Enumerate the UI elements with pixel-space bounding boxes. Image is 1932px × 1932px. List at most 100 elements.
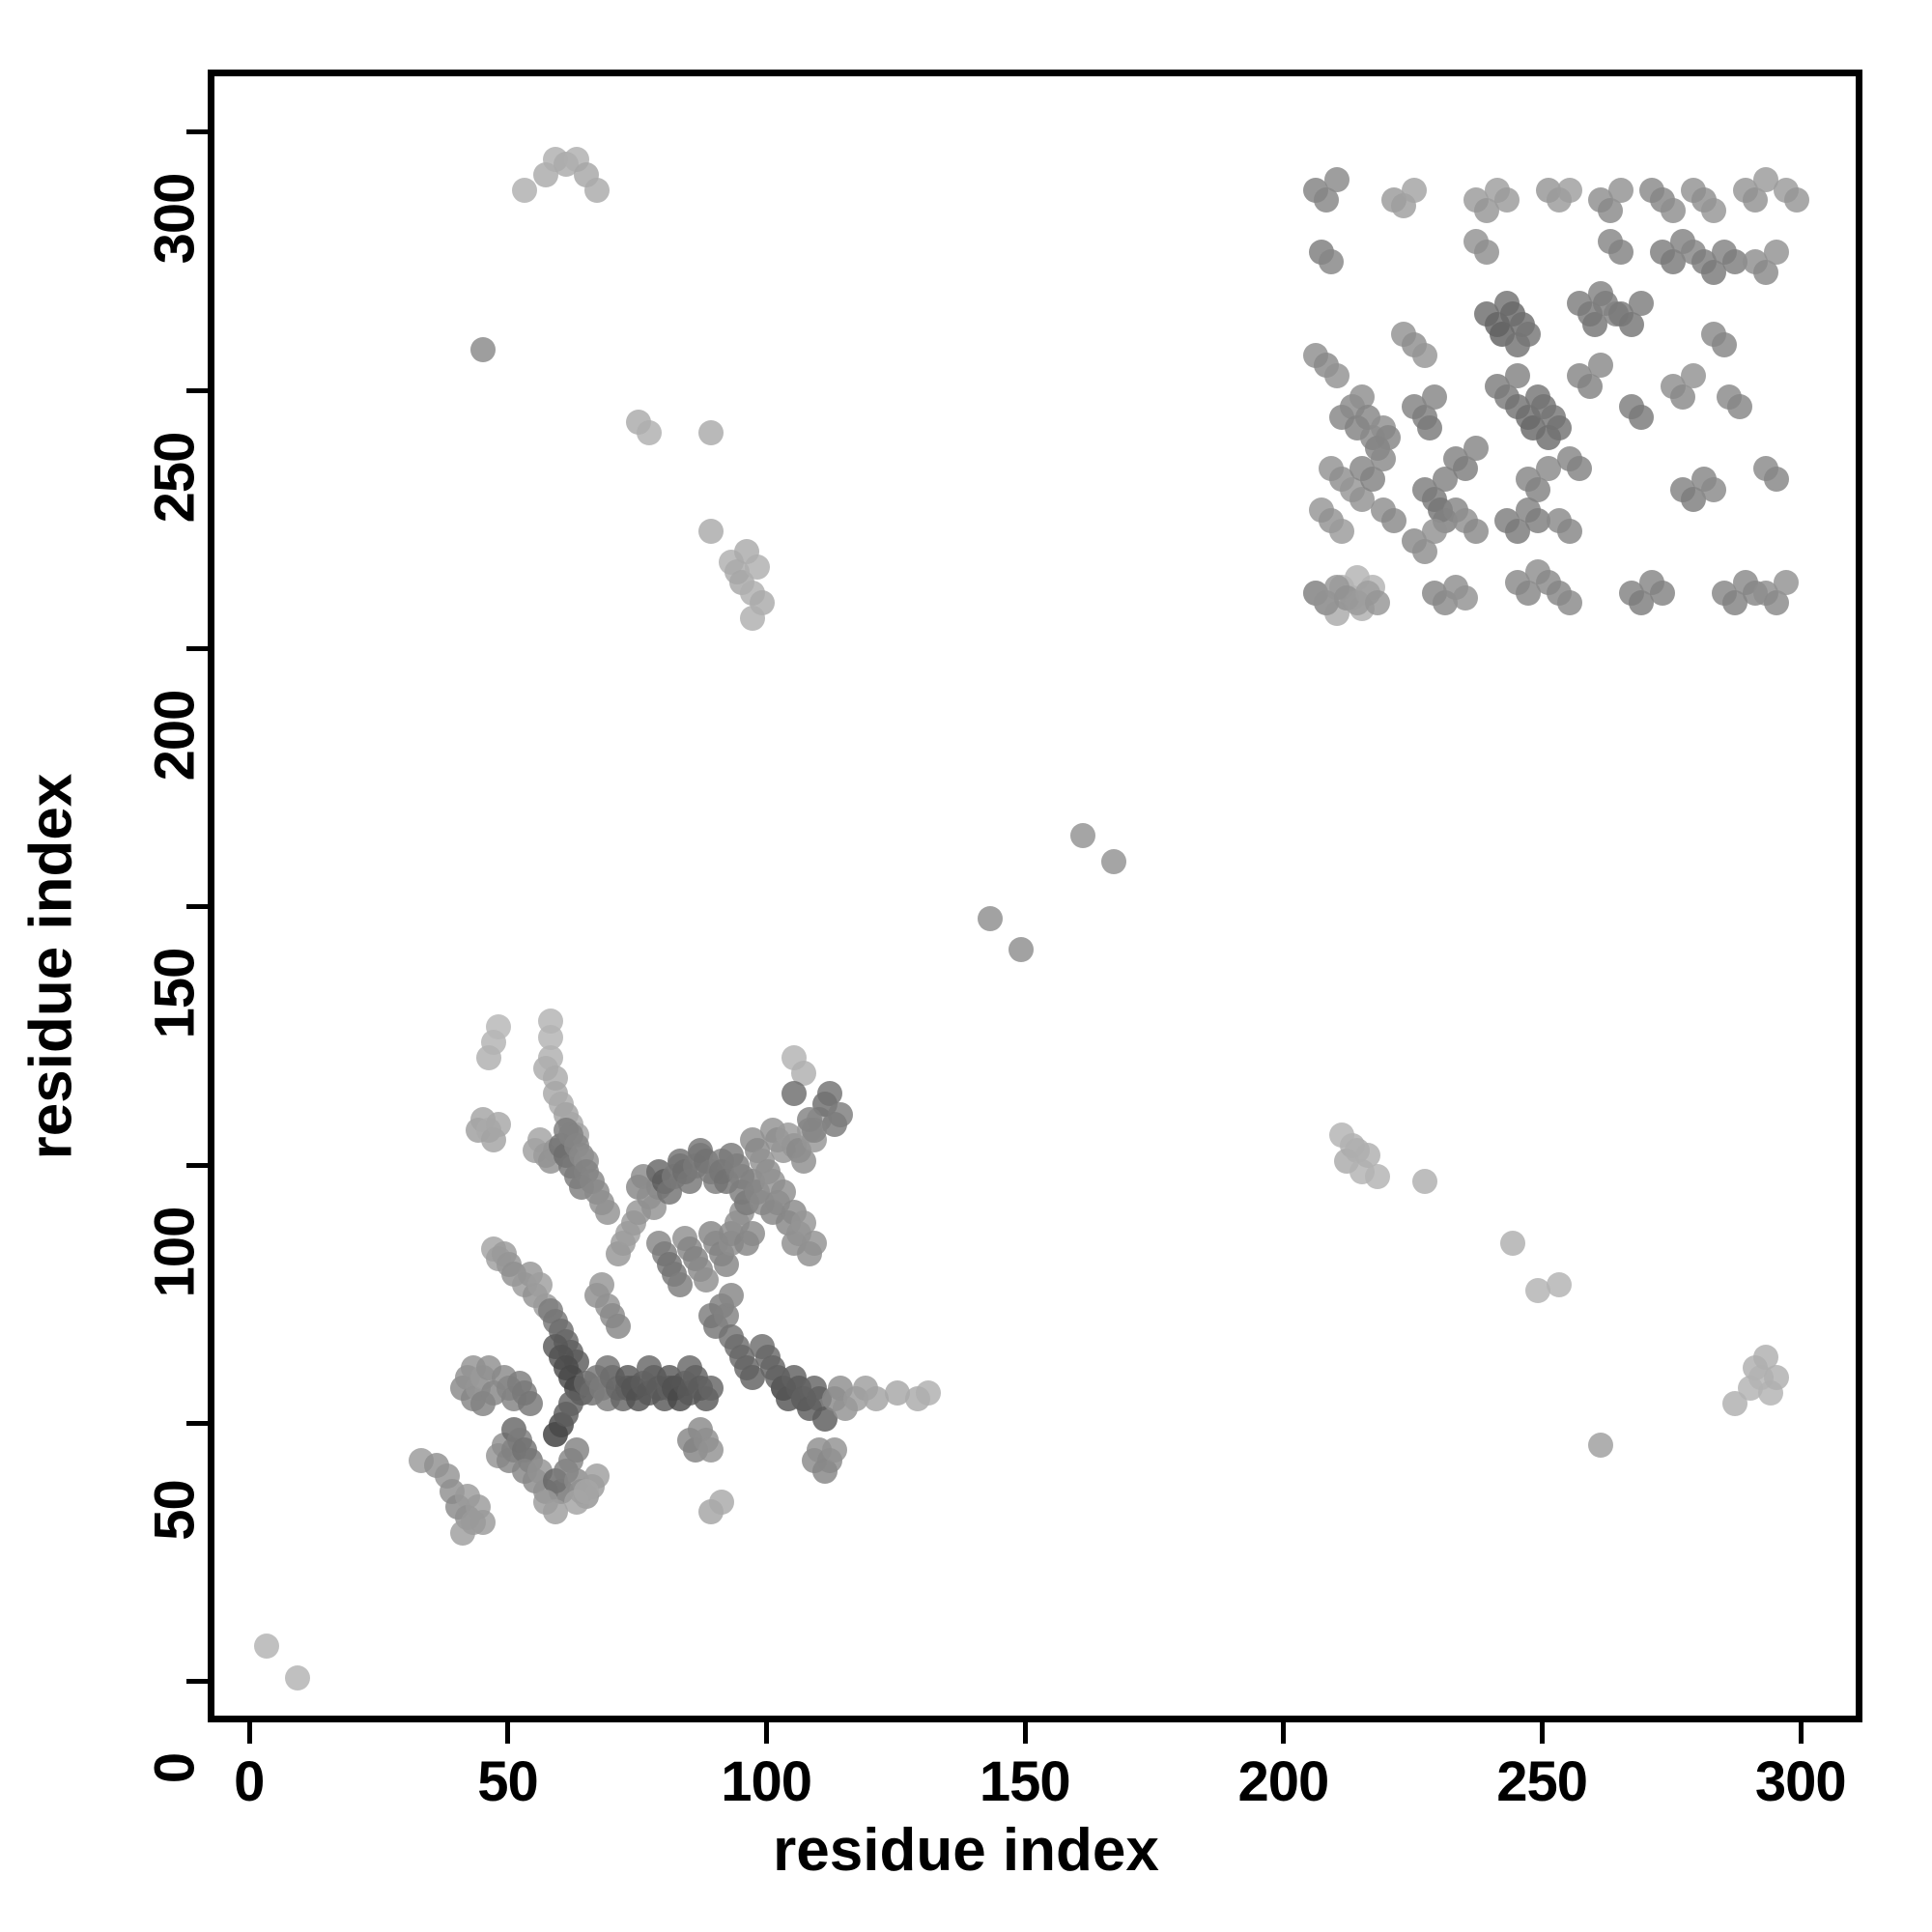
scatter-point xyxy=(1504,363,1530,389)
scatter-point xyxy=(697,518,724,544)
y-tick-label: 50 xyxy=(143,1480,207,1541)
scatter-point xyxy=(1422,518,1448,544)
scatter-point xyxy=(693,1266,719,1293)
y-tick xyxy=(186,645,208,651)
x-tick-label: 0 xyxy=(234,1750,265,1813)
scatter-point xyxy=(1680,363,1706,389)
x-tick-label: 250 xyxy=(1496,1750,1588,1813)
scatter-point xyxy=(1416,414,1442,440)
x-tick-label: 200 xyxy=(1237,1750,1330,1813)
scatter-point xyxy=(1763,467,1789,493)
scatter-point xyxy=(1328,518,1354,544)
scatter-point xyxy=(1587,353,1613,379)
scatter-point xyxy=(512,177,538,203)
scatter-point xyxy=(537,1009,563,1035)
x-tick-label: 100 xyxy=(721,1750,812,1813)
y-tick xyxy=(186,904,208,910)
scatter-point xyxy=(915,1380,941,1406)
plot-area xyxy=(208,70,1862,1722)
scatter-point xyxy=(1101,848,1127,874)
scatter-point xyxy=(460,1510,486,1536)
scatter-point xyxy=(1629,291,1655,317)
scatter-point xyxy=(1727,394,1753,420)
y-tick xyxy=(186,387,208,393)
x-tick xyxy=(246,1722,252,1744)
scatter-point xyxy=(563,1437,589,1463)
x-tick xyxy=(764,1722,770,1744)
scatter-point xyxy=(977,905,1003,931)
scatter-point xyxy=(1629,404,1655,430)
scatter-point xyxy=(781,1081,807,1107)
scatter-point xyxy=(1608,177,1634,203)
scatter-point xyxy=(636,419,662,445)
scatter-point xyxy=(801,1117,827,1143)
scatter-point xyxy=(1701,198,1727,224)
scatter-point xyxy=(1070,822,1096,848)
scatter-point xyxy=(1567,456,1593,482)
scatter-point xyxy=(1499,1231,1525,1257)
scatter-point xyxy=(1323,166,1350,192)
scatter-point xyxy=(822,1437,848,1463)
scatter-point xyxy=(1660,198,1686,224)
scatter-point xyxy=(253,1634,279,1660)
scatter-point xyxy=(1473,239,1499,265)
x-tick xyxy=(1540,1722,1546,1744)
scatter-point xyxy=(1649,580,1675,606)
x-axis-title: residue index xyxy=(773,1817,1159,1884)
scatter-point xyxy=(517,1391,543,1417)
scatter-point xyxy=(1380,507,1406,533)
y-tick xyxy=(186,1420,208,1426)
scatter-point xyxy=(1370,445,1396,471)
scatter-point xyxy=(584,177,611,203)
scatter-point xyxy=(1712,332,1738,358)
scatter-point xyxy=(739,606,765,632)
y-tick xyxy=(186,1679,208,1685)
scatter-point xyxy=(1774,569,1800,595)
y-axis-title-text: residue index xyxy=(17,773,85,1159)
y-tick-label: 200 xyxy=(143,690,207,781)
scatter-point xyxy=(1608,239,1634,265)
scatter-point xyxy=(1556,518,1582,544)
y-tick-label: 100 xyxy=(143,1207,207,1297)
scatter-point xyxy=(791,1148,817,1174)
x-tick-label: 150 xyxy=(979,1750,1071,1813)
y-tick-label: 150 xyxy=(143,948,207,1039)
y-axis-title: residue index xyxy=(17,0,85,1932)
scatter-point xyxy=(470,337,497,363)
x-tick xyxy=(1798,1722,1804,1744)
scatter-point xyxy=(719,1282,745,1308)
scatter-point xyxy=(1463,435,1490,461)
scatter-point xyxy=(697,419,724,445)
scatter-point xyxy=(739,1220,765,1246)
scatter-point xyxy=(667,1272,693,1298)
scatter-point xyxy=(1422,384,1448,410)
scatter-point xyxy=(284,1664,310,1690)
scatter-point xyxy=(1546,414,1572,440)
scatter-point xyxy=(1784,187,1810,213)
scatter-point xyxy=(1401,177,1427,203)
scatter-point xyxy=(1323,363,1350,389)
scatter-points-layer xyxy=(214,76,1856,1716)
scatter-point xyxy=(1515,322,1541,348)
y-tick xyxy=(186,1162,208,1168)
scatter-point xyxy=(1577,373,1603,399)
scatter-point xyxy=(1587,1432,1613,1458)
scatter-point xyxy=(697,1376,724,1402)
scatter-point xyxy=(1763,1365,1789,1391)
scatter-point xyxy=(827,1101,853,1127)
scatter-point xyxy=(1009,936,1035,962)
scatter-point xyxy=(605,1313,631,1339)
scatter-point xyxy=(1319,249,1345,275)
scatter-point xyxy=(1546,1272,1572,1298)
x-tick xyxy=(505,1722,511,1744)
scatter-point xyxy=(801,1231,827,1257)
scatter-point xyxy=(745,554,771,580)
x-tick-label: 300 xyxy=(1754,1750,1847,1813)
scatter-point xyxy=(708,1489,734,1515)
scatter-point xyxy=(486,1013,512,1039)
scatter-point xyxy=(1453,585,1479,611)
scatter-point xyxy=(1411,342,1437,368)
scatter-point xyxy=(574,1479,600,1505)
scatter-point xyxy=(1411,1169,1437,1195)
